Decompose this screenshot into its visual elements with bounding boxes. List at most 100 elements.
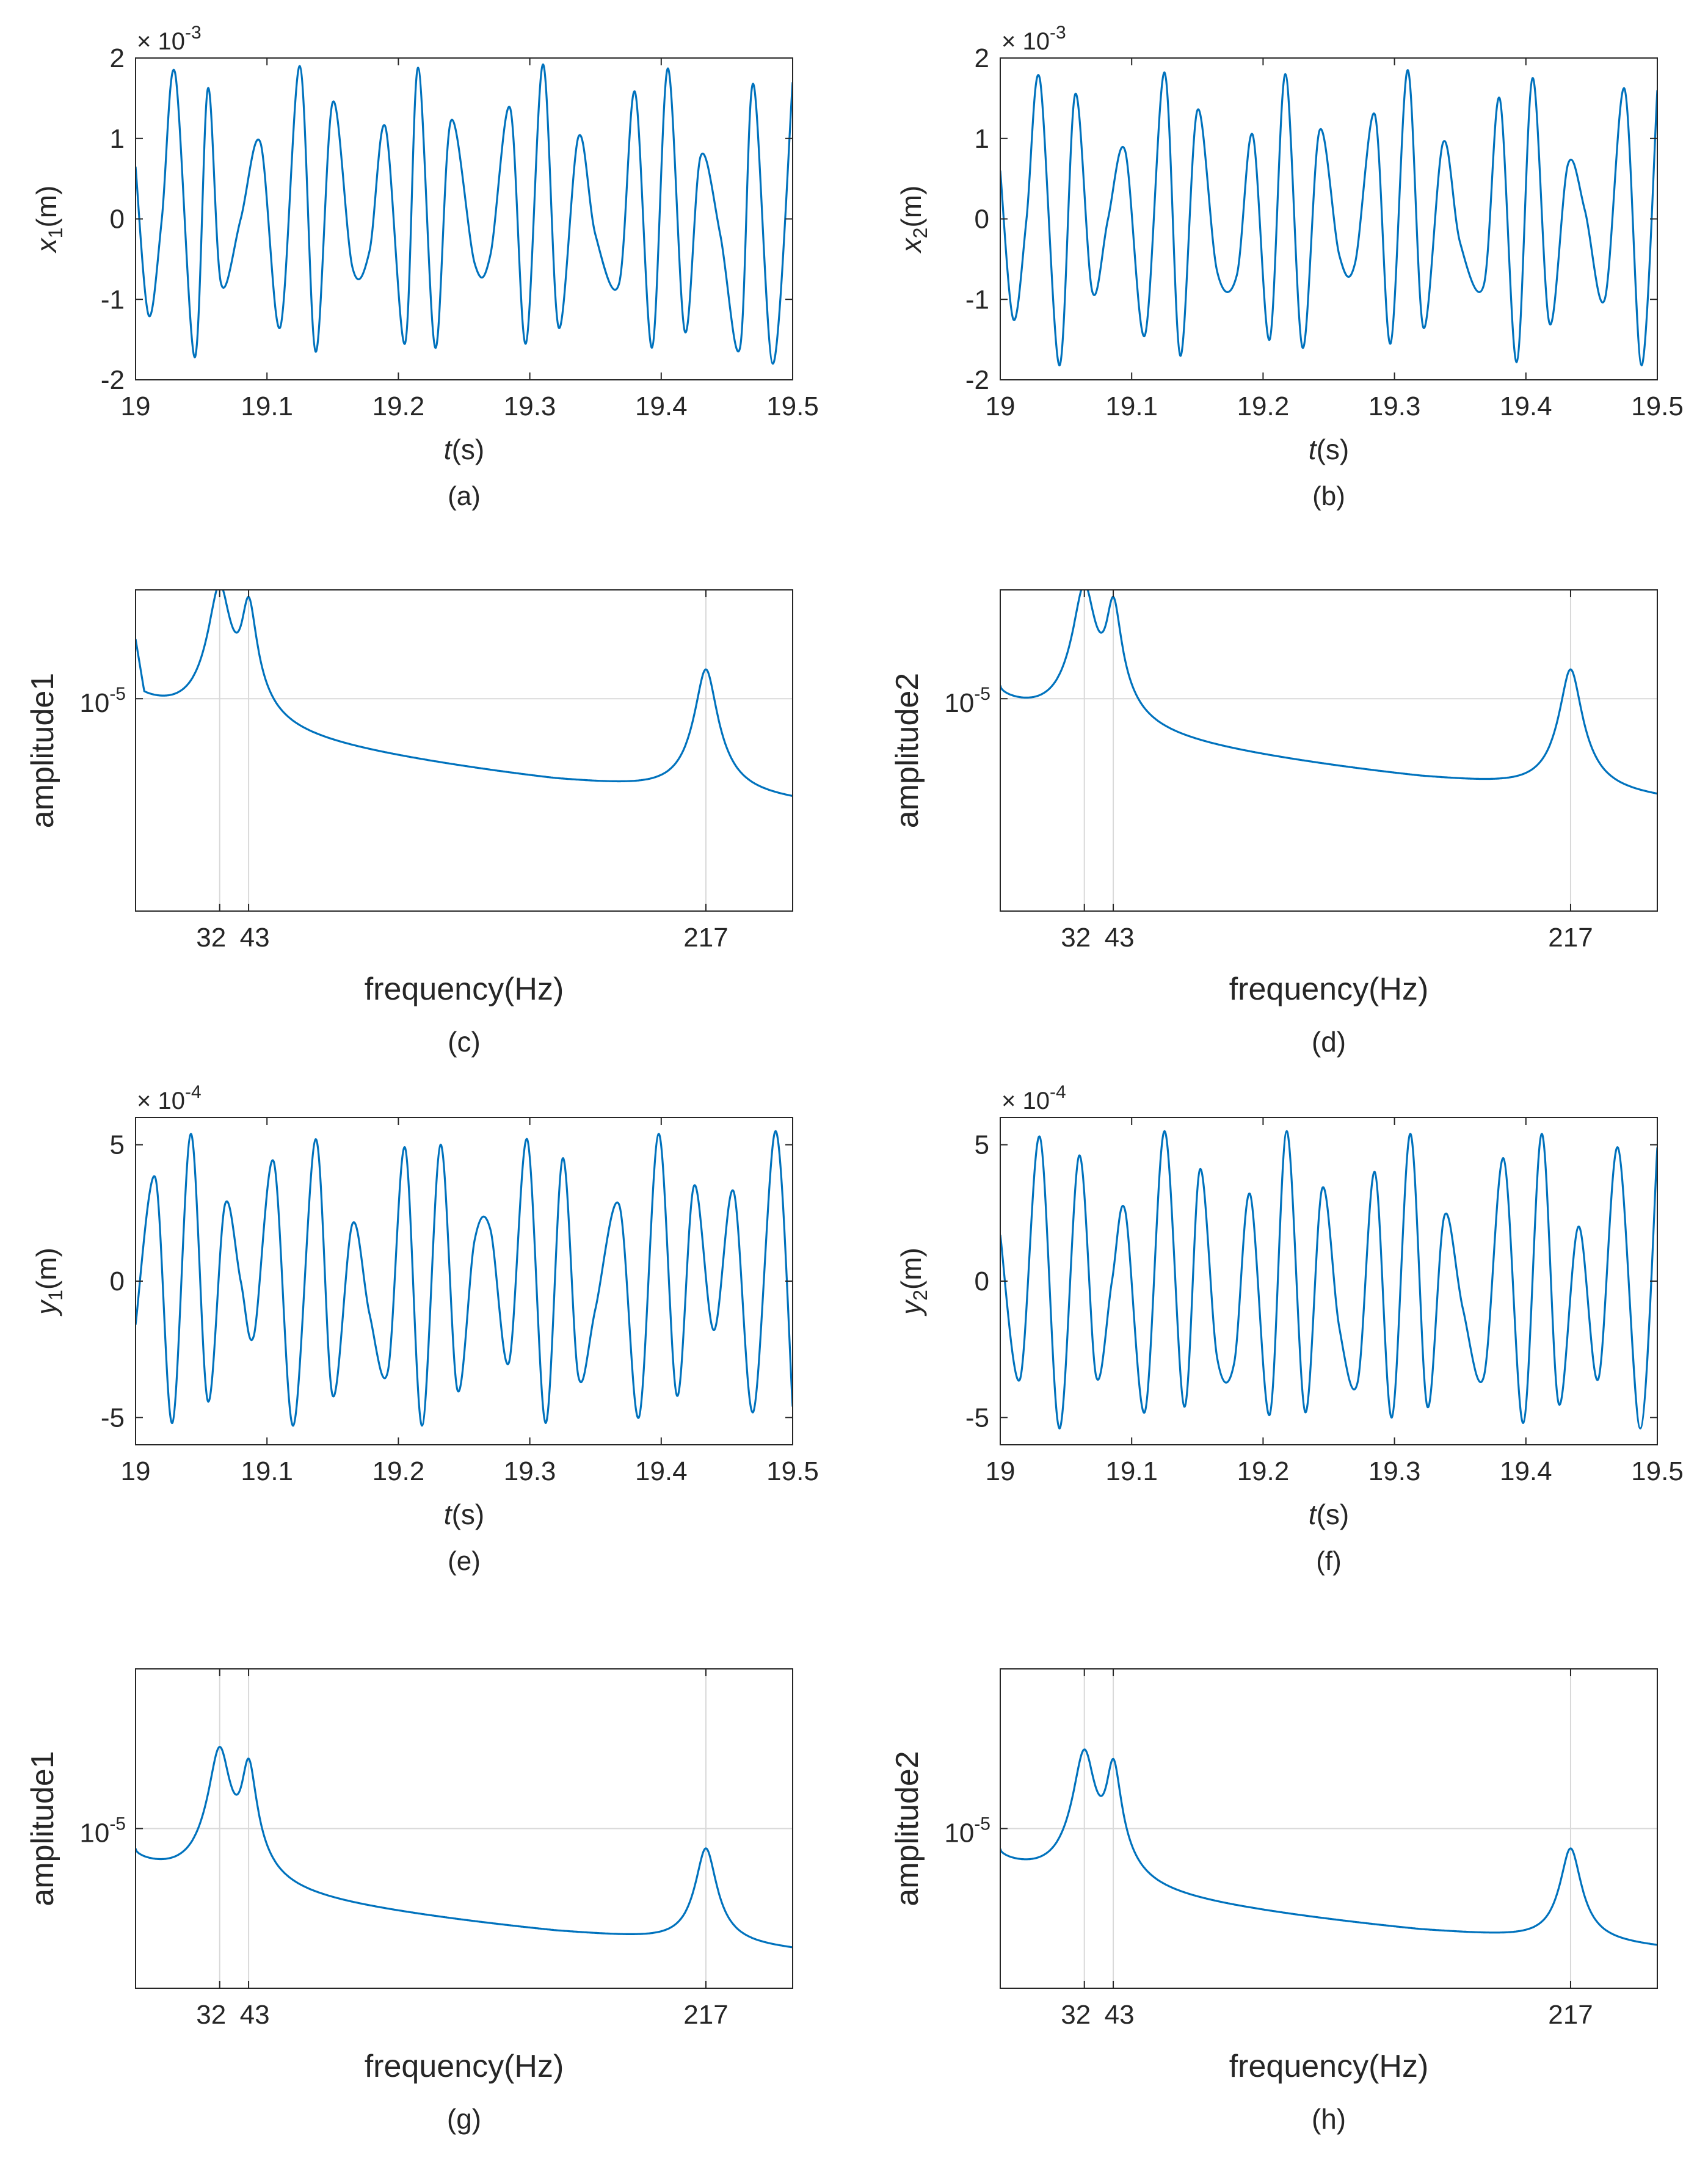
x-tick-label: 217: [1548, 923, 1593, 953]
axes-frame: [1000, 589, 1658, 912]
x-tick-label: 19.5: [766, 391, 819, 421]
x-tick-label: 43: [1105, 2000, 1135, 2030]
chart-panel-e: 19 19.1 19.2 19.3 19.4 19.5 5 0 -5 × 10-4 y1(m) t(s…: [31, 1082, 819, 1576]
exponent-base: × 10: [137, 1088, 185, 1114]
tick-base: 10: [944, 1818, 974, 1848]
x-tick-label: 217: [683, 2000, 728, 2030]
spectrum-line: [136, 1746, 793, 1949]
plot-area: [136, 590, 793, 911]
axes-frame: [135, 589, 793, 912]
axis-exponent-label: × 10-4: [137, 1082, 202, 1114]
x-tick-label: 19.4: [635, 1456, 688, 1486]
spectrum-line: [136, 590, 793, 797]
y-label-symbol: x: [31, 237, 62, 253]
panel-caption: (e): [448, 1546, 481, 1576]
chart-panel-f: 19 19.1 19.2 19.3 19.4 19.5 5 0 -5 × 10-4 y2(m) t(s…: [895, 1082, 1684, 1576]
y-axis-label: amplitude2: [890, 673, 925, 828]
spectrum-line: [1000, 590, 1657, 795]
tick-exponent: -5: [974, 684, 990, 704]
chart-panel-c: 32 43 217 10-5 amplitude1 frequency(Hz) (c): [25, 589, 793, 1058]
y-tick-label: 0: [975, 1266, 989, 1296]
y-label-unit: (m): [31, 186, 62, 228]
panel-caption: (h): [1312, 2103, 1346, 2135]
x-tick-label: 19.1: [1105, 1456, 1158, 1486]
x-tick-label: 19: [121, 1456, 151, 1486]
x-tick-label: 19.3: [1368, 391, 1421, 421]
x-label-symbol: t: [444, 434, 453, 465]
y-axis-label: y2(m): [895, 1248, 931, 1317]
x-tick-label: 19.3: [504, 1456, 556, 1486]
y-label-subscript: 2: [909, 1290, 931, 1301]
x-tick-label: 19.1: [241, 1456, 293, 1486]
x-tick-label: 19.1: [241, 391, 293, 421]
x-tick-label: 19.2: [1237, 1456, 1290, 1486]
x-axis-label: t(s): [1309, 434, 1349, 465]
y-label-subscript: 1: [45, 1290, 67, 1301]
x-tick-label: 19: [986, 391, 1016, 421]
series-line-y2: [1000, 1130, 1657, 1430]
y-tick-label: 0: [110, 1266, 125, 1296]
x-label-symbol: t: [444, 1499, 453, 1530]
x-axis-label: t(s): [444, 434, 484, 465]
spectrum-line: [1000, 1748, 1657, 1946]
x-tick-label: 19.5: [1631, 391, 1684, 421]
y-tick-label: 10-5: [79, 684, 126, 718]
exponent-base: × 10: [137, 28, 185, 55]
y-label-subscript: 1: [45, 228, 67, 239]
x-axis-label: frequency(Hz): [1229, 2049, 1429, 2084]
y-label-unit: (m): [895, 186, 927, 228]
y-tick-label: 10-5: [944, 1814, 990, 1848]
x-tick-label: 217: [683, 923, 728, 953]
y-label-subscript: 2: [909, 228, 931, 239]
y-axis-label: x2(m): [895, 186, 931, 254]
y-tick-label: 2: [110, 43, 125, 73]
tick-base: 10: [79, 688, 109, 718]
y-tick-label: 10-5: [944, 684, 990, 718]
y-label-symbol: y: [895, 1299, 927, 1317]
axis-exponent-label: × 10-3: [1001, 23, 1066, 55]
x-tick-label: 19.5: [1631, 1456, 1684, 1486]
y-tick-label: 10-5: [79, 1814, 126, 1848]
x-label-unit: (s): [452, 434, 485, 465]
tick-exponent: -5: [109, 684, 126, 704]
chart-panel-d: 32 43 217 10-5 amplitude2 frequency(Hz) (d): [890, 589, 1658, 1058]
y-tick-label: 5: [975, 1130, 989, 1160]
series-line-x2: [1000, 69, 1657, 366]
x-tick-label: 19.3: [1368, 1456, 1421, 1486]
y-tick-label: 0: [110, 205, 125, 234]
panel-caption: (b): [1312, 481, 1345, 511]
y-tick-label: 0: [975, 205, 989, 234]
y-tick-label: 1: [110, 124, 125, 154]
y-tick-label: -2: [965, 365, 989, 395]
plot-area: [1000, 590, 1657, 911]
y-label-symbol: x: [895, 237, 927, 253]
x-axis-label: t(s): [444, 1499, 484, 1530]
exponent-base: × 10: [1001, 1088, 1050, 1114]
chart-panel-h: 32 43 217 10-5 amplitude2 frequency(Hz) (h): [890, 1668, 1658, 2135]
y-tick-label: 2: [975, 43, 989, 73]
x-tick-label: 19: [121, 391, 151, 421]
x-label-symbol: t: [1309, 1499, 1318, 1530]
panel-caption: (d): [1312, 1026, 1346, 1058]
x-label-unit: (s): [1317, 434, 1350, 465]
y-tick-label: -5: [965, 1403, 989, 1433]
exponent-power: -4: [1050, 1082, 1066, 1102]
plot-area: [136, 1117, 793, 1445]
x-tick-label: 43: [240, 2000, 270, 2030]
x-tick-label: 19.4: [1500, 391, 1552, 421]
y-axis-label: amplitude1: [25, 1751, 60, 1906]
y-axis-label: y1(m): [31, 1248, 67, 1317]
y-tick-label: -2: [101, 365, 125, 395]
x-tick-label: 19.3: [504, 391, 556, 421]
x-axis-label: frequency(Hz): [1229, 972, 1429, 1007]
x-tick-label: 32: [1061, 923, 1091, 953]
y-tick-label: -1: [101, 285, 125, 314]
panel-caption: (a): [448, 481, 481, 511]
tick-exponent: -5: [974, 1814, 990, 1834]
panel-caption: (c): [448, 1026, 481, 1058]
x-tick-label: 217: [1548, 2000, 1593, 2030]
y-label-unit: (m): [31, 1248, 62, 1290]
